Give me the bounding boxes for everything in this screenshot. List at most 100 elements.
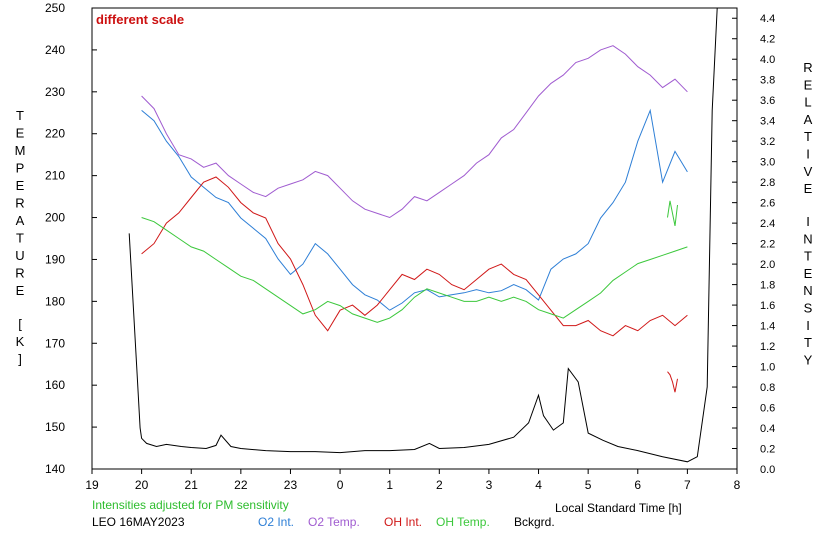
legend-oh-temp: OH Temp. (436, 515, 490, 529)
pm-sensitivity-note: Intensities adjusted for PM sensitivity (92, 498, 289, 512)
x-tick-label: 20 (135, 478, 149, 492)
x-tick-label: 2 (436, 478, 443, 492)
right-tick-label: 0.6 (760, 403, 775, 415)
plot-frame (91, 7, 738, 470)
right-tick-label: 0.0 (760, 464, 775, 476)
x-tick-label: 6 (634, 478, 641, 492)
legend-oh-int: OH Int. (384, 515, 422, 529)
right-tick-label: 4.4 (760, 13, 775, 25)
left-tick-label: 190 (45, 252, 65, 266)
axis-title-letter: I (806, 147, 810, 162)
left-tick-label: 250 (45, 1, 65, 15)
right-tick-label: 1.4 (760, 321, 775, 333)
left-tick-label: 200 (45, 211, 65, 225)
right-tick-label: 0.8 (760, 382, 775, 394)
axis-title-letter: E (804, 266, 813, 281)
legend-o2-int: O2 Int. (258, 515, 294, 529)
annotation-text: different scale (96, 12, 184, 27)
axis-title-letter: I (806, 214, 810, 229)
axis-title-letter: [ (18, 316, 22, 331)
axis-title-letter: I (806, 318, 810, 333)
right-tick-label: 2.6 (760, 198, 775, 210)
axis-title-letter: E (16, 283, 25, 298)
x-tick-label: 5 (585, 478, 592, 492)
left-tick-label: 150 (45, 420, 65, 434)
bckgrd-line (128, 7, 737, 463)
oh-temp-line (667, 200, 678, 226)
axis-title-letter: T (804, 335, 812, 350)
legend-o2-temp: O2 Temp. (308, 515, 360, 529)
right-tick-label: 2.0 (760, 259, 775, 271)
x-tick-label: 7 (684, 478, 691, 492)
right-tick-label: 0.4 (760, 423, 775, 435)
axis-title-letter: E (804, 181, 813, 196)
right-tick-label: 0.2 (760, 444, 775, 456)
left-tick-label: 170 (45, 336, 65, 350)
x-tick-label: 1 (386, 478, 393, 492)
x-tick-label: 23 (284, 478, 298, 492)
x-tick-label: 19 (85, 478, 99, 492)
right-tick-label: 3.6 (760, 95, 775, 107)
axis-title-letter: U (15, 248, 24, 263)
oh-int-line (667, 371, 678, 393)
axis-title-letter: Y (804, 352, 813, 367)
right-tick-label: 1.8 (760, 280, 775, 292)
x-tick-label: 3 (486, 478, 493, 492)
axis-title-letter: R (15, 266, 24, 281)
x-axis-ticks: 19 20 21 22 23 0 1 2 3 4 5 6 7 8 (85, 469, 741, 492)
o2-temp-line (141, 45, 688, 219)
axis-title-letter: M (15, 143, 26, 158)
left-tick-label: 210 (45, 169, 65, 183)
legend-bckgrd: Bckgrd. (514, 515, 555, 529)
series-layer (128, 7, 737, 463)
axis-title-letter: T (16, 231, 24, 246)
axis-title-letter: V (804, 164, 813, 179)
axis-title-letter: L (804, 95, 811, 110)
axis-title-letter: K (16, 334, 25, 349)
x-tick-label: 8 (734, 478, 741, 492)
axis-title-letter: S (804, 300, 813, 315)
right-tick-label: 2.2 (760, 239, 775, 251)
axis-title-letter: T (804, 249, 812, 264)
right-axis-ticks: 0.0 0.2 0.4 0.6 0.8 1.0 1.2 1.4 1.6 1.8 2.0 2.2 2.4 2… (732, 13, 775, 476)
oh-temp-line (141, 217, 688, 323)
axis-title-letter: A (16, 213, 25, 228)
axis-title-letter: A (804, 112, 813, 127)
axis-title-letter: E (16, 178, 25, 193)
right-tick-label: 1.2 (760, 341, 775, 353)
axis-title-letter: R (803, 60, 812, 75)
left-tick-label: 220 (45, 127, 65, 141)
left-tick-label: 160 (45, 378, 65, 392)
axis-title-letter: ] (18, 351, 22, 366)
x-tick-label: 21 (185, 478, 199, 492)
left-axis-ticks: 140 150 160 170 180 190 200 210 220 230 240 250 (45, 1, 97, 476)
right-tick-label: 4.0 (760, 54, 775, 66)
left-tick-label: 230 (45, 85, 65, 99)
right-tick-label: 3.2 (760, 136, 775, 148)
left-tick-label: 180 (45, 294, 65, 308)
axis-title-letter: E (804, 77, 813, 92)
x-tick-label: 4 (535, 478, 542, 492)
axis-title-letter: P (16, 161, 25, 176)
x-axis-label: Local Standard Time [h] (555, 501, 682, 515)
axis-title-letter: T (804, 129, 812, 144)
axis-title-letter: N (803, 231, 812, 246)
right-tick-label: 4.2 (760, 34, 775, 46)
axis-title-letter: N (803, 283, 812, 298)
x-tick-label: 22 (234, 478, 248, 492)
oh-int-line (141, 176, 688, 337)
right-tick-label: 2.4 (760, 218, 775, 230)
observation-id: LEO 16MAY2023 (92, 515, 185, 529)
right-tick-label: 3.0 (760, 157, 775, 169)
right-tick-label: 1.6 (760, 300, 775, 312)
x-tick-label: 0 (337, 478, 344, 492)
left-tick-label: 240 (45, 43, 65, 57)
right-tick-label: 1.0 (760, 362, 775, 374)
right-tick-label: 3.8 (760, 75, 775, 87)
right-tick-label: 3.4 (760, 116, 775, 128)
axis-title-letter: R (15, 196, 24, 211)
left-tick-label: 140 (45, 462, 65, 476)
o2-int-line (141, 108, 688, 311)
